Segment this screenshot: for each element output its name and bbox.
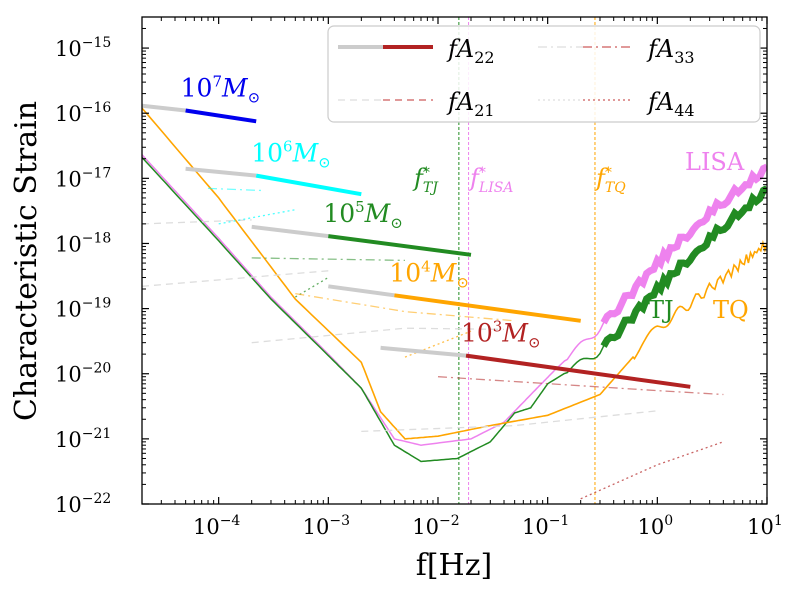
source-1e3-a44 (580, 441, 724, 500)
axis-ticks: 10−4 10−3 10−2 10−1 100 101 10−22 10−21 10−20 10−… (55, 17, 783, 539)
legend: fA22 fA33 fA21 fA44 (327, 25, 761, 123)
source-1e7-a22 (185, 108, 257, 124)
detector-label-lisa: LISA (685, 148, 745, 176)
sensitivity-band-lisa (600, 163, 767, 325)
source-1e7-a22-early (142, 103, 186, 113)
x-tick-label: 101 (747, 513, 783, 539)
x-tick-label: 100 (638, 513, 674, 539)
sensitivity-band-tj (600, 185, 767, 348)
source-1e4-a21 (251, 327, 505, 344)
detector-label-tj: TJ (648, 296, 674, 324)
source-1e5-a33 (251, 257, 406, 262)
legend-frame (327, 25, 761, 123)
source-1e4-a22-early (328, 284, 395, 298)
data-series (142, 17, 767, 504)
y-tick-label: 10−20 (55, 361, 111, 387)
source-1e5-a21 (142, 270, 329, 287)
x-tick-label: 10−1 (522, 513, 569, 539)
legend-entry-a33: fA33 (538, 35, 695, 67)
source-1e5-a22 (328, 234, 472, 257)
source-1e4-a33 (295, 292, 515, 322)
y-axis-label: Characteristic Strain (9, 101, 44, 421)
source-1e5-a44 (294, 276, 329, 298)
legend-entry-a22: fA22 (338, 35, 495, 67)
source-1e6-a33 (207, 187, 263, 192)
annotations: 107M⊙ 106M⊙ 105M⊙ 104M⊙ 103M⊙ f* TJ f* LISA f* TQ L… (181, 73, 749, 352)
source-1e6-a22 (255, 173, 362, 197)
x-tick-label: 10−2 (412, 513, 459, 539)
y-tick-label: 10−15 (55, 35, 111, 61)
x-axis-label: f[Hz] (416, 548, 492, 583)
y-tick-label: 10−18 (55, 230, 111, 256)
x-tick-label: 10−3 (303, 513, 350, 539)
legend-label: fA44 (646, 88, 695, 120)
legend-label: fA22 (446, 35, 495, 67)
sensitivity-curve-tq (142, 107, 767, 440)
source-1e6-a22-early (185, 166, 257, 178)
y-tick-label: 10−16 (55, 100, 111, 126)
mass-label-1e6: 106M⊙ (251, 138, 331, 172)
source-1e3-a22-early (380, 345, 467, 358)
mass-label-1e4: 104M⊙ (389, 257, 469, 291)
source-1e6-a21 (142, 219, 252, 225)
y-tick-label: 10−17 (55, 165, 111, 191)
mass-label-1e3: 103M⊙ (461, 318, 541, 352)
y-tick-label: 10−22 (55, 491, 111, 517)
x-tick-label: 10−4 (193, 513, 240, 539)
source-1e3-a22 (465, 353, 691, 389)
plot-frame (141, 16, 768, 505)
source-1e6-a44 (218, 209, 296, 225)
legend-entry-a21: fA21 (338, 88, 495, 120)
detector-label-tq: TQ (713, 296, 749, 324)
legend-label: fA33 (646, 35, 695, 67)
y-tick-label: 10−19 (55, 296, 111, 322)
legend-label: fA21 (446, 88, 495, 120)
mass-label-1e5: 105M⊙ (323, 198, 403, 232)
source-1e3-a21 (361, 410, 658, 433)
source-1e4-a22 (394, 293, 581, 323)
reference-label-lisa: f* LISA (468, 164, 513, 196)
legend-entry-a44: fA44 (538, 88, 695, 120)
reference-label-tj: f* TJ (412, 164, 439, 196)
reference-label-tq: f* TQ (594, 164, 626, 196)
source-1e5-a22-early (251, 224, 329, 239)
y-tick-label: 10−21 (55, 426, 111, 452)
mass-label-1e7: 107M⊙ (181, 73, 261, 107)
